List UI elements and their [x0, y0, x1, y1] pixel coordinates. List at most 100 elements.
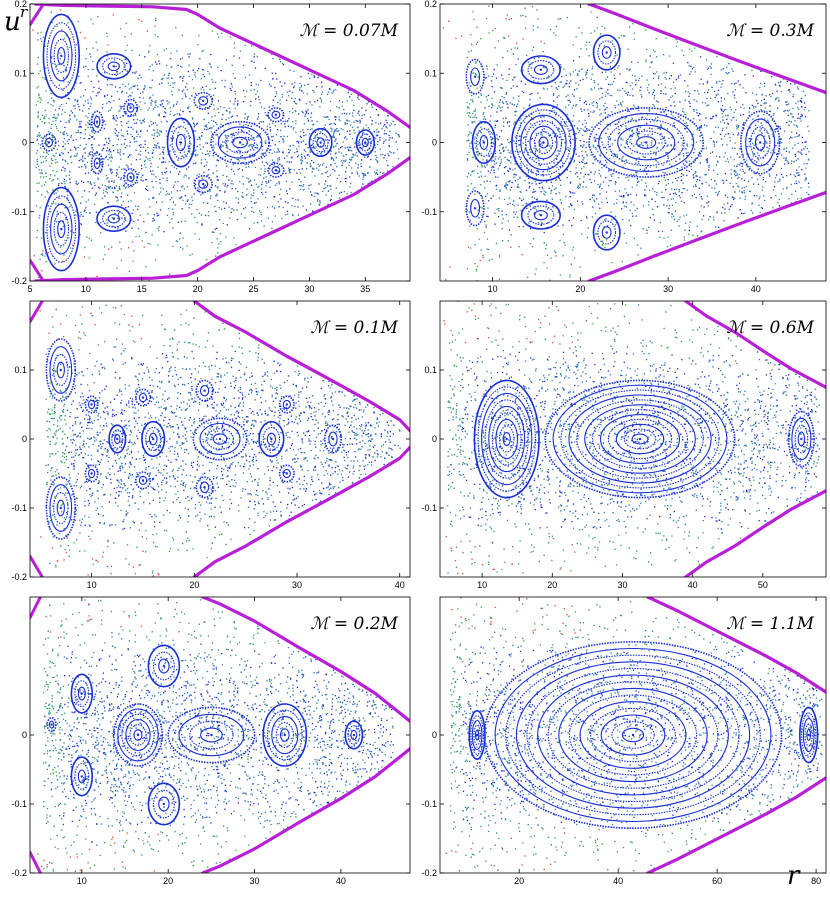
chaotic-point: [151, 79, 153, 81]
chaotic-point: [466, 209, 468, 211]
chaotic-point: [370, 116, 372, 118]
chaotic-point: [651, 61, 653, 63]
chaotic-point: [535, 158, 537, 160]
chaotic-point: [763, 98, 765, 100]
chaotic-point: [300, 86, 302, 88]
chaotic-point: [779, 152, 781, 154]
escape-point: [41, 270, 43, 272]
chaotic-point: [145, 166, 147, 169]
chaotic-point: [293, 85, 295, 87]
chaotic-point: [494, 27, 496, 30]
chaotic-point: [804, 173, 806, 175]
chaotic-point: [357, 173, 359, 175]
chaotic-point: [237, 158, 240, 161]
chaotic-point: [499, 99, 502, 101]
chaotic-point: [54, 123, 57, 126]
chaotic-point: [130, 65, 133, 67]
chaotic-point: [489, 130, 491, 133]
chaotic-point: [689, 73, 691, 75]
chaotic-point: [739, 156, 741, 158]
chaotic-point: [510, 234, 512, 236]
chaotic-point: [97, 177, 99, 179]
chaotic-point: [79, 234, 81, 236]
chaotic-point: [587, 173, 589, 175]
chaotic-point: [560, 144, 562, 146]
chaotic-point: [736, 128, 738, 130]
chaotic-point: [720, 121, 722, 123]
chaotic-point: [734, 147, 736, 149]
chaotic-point: [248, 145, 250, 147]
chaotic-point: [713, 216, 715, 218]
chaotic-point: [214, 87, 216, 89]
chaotic-point: [263, 173, 265, 175]
chaotic-point: [527, 160, 529, 162]
chaotic-point: [165, 48, 167, 50]
chaotic-point: [604, 164, 607, 166]
chaotic-point: [365, 152, 367, 154]
chaotic-point: [116, 144, 118, 146]
chaotic-point: [197, 70, 199, 72]
chaotic-point: [184, 174, 186, 176]
chaotic-point: [743, 190, 745, 192]
chaotic-point: [718, 226, 720, 229]
chaotic-point: [482, 159, 484, 161]
chaotic-point: [336, 177, 339, 180]
chaotic-point: [276, 78, 278, 80]
chaotic-point: [518, 144, 520, 146]
chaotic-point: [470, 183, 473, 185]
chaotic-point: [127, 83, 130, 85]
chaotic-point: [619, 195, 621, 197]
chaotic-point: [801, 149, 803, 151]
chaotic-point: [261, 181, 263, 183]
chaotic-point: [538, 112, 541, 114]
chaotic-point: [228, 179, 230, 181]
chaotic-point: [688, 65, 690, 67]
chaotic-point: [327, 91, 330, 93]
chaotic-point: [45, 155, 47, 158]
chaotic-point: [614, 154, 616, 156]
chaotic-point: [495, 77, 498, 79]
chaotic-point: [622, 160, 624, 162]
chaotic-point: [286, 99, 288, 101]
chaotic-point: [285, 172, 287, 174]
chaotic-point: [598, 44, 600, 46]
chaotic-point: [566, 148, 568, 150]
chaotic-point: [112, 145, 114, 147]
chaotic-point: [579, 79, 581, 82]
chaotic-point: [531, 137, 533, 140]
chaotic-point: [214, 115, 216, 117]
chaotic-point: [581, 110, 583, 112]
chaotic-point: [733, 94, 736, 96]
chaotic-point: [767, 119, 769, 121]
chaotic-point: [266, 125, 269, 127]
chaotic-point: [548, 167, 550, 169]
escape-point: [107, 44, 109, 46]
chaotic-point: [231, 83, 233, 85]
chaotic-point: [480, 93, 482, 95]
chaotic-point: [137, 219, 139, 221]
chaotic-point: [667, 211, 669, 214]
chaotic-point: [344, 123, 346, 125]
chaotic-point: [193, 193, 195, 195]
chaotic-point: [80, 81, 82, 84]
chaotic-point: [569, 170, 572, 173]
chaotic-point: [71, 161, 73, 164]
chaotic-point: [737, 185, 739, 187]
chaotic-point: [48, 133, 50, 135]
chaotic-point: [599, 185, 601, 187]
chaotic-point: [302, 205, 304, 207]
chaotic-point: [240, 129, 243, 131]
chaotic-point: [375, 173, 377, 175]
chaotic-point: [140, 164, 143, 167]
chaotic-point: [256, 144, 258, 146]
chaotic-point: [663, 237, 665, 239]
chaotic-point: [384, 154, 386, 157]
chaotic-point: [44, 142, 46, 144]
chaotic-point: [64, 111, 66, 113]
chaotic-point: [271, 221, 274, 223]
chaotic-point: [255, 93, 257, 95]
chaotic-point: [593, 110, 595, 112]
chaotic-point: [595, 134, 597, 136]
chaotic-point: [296, 150, 298, 153]
chaotic-point: [64, 170, 66, 172]
